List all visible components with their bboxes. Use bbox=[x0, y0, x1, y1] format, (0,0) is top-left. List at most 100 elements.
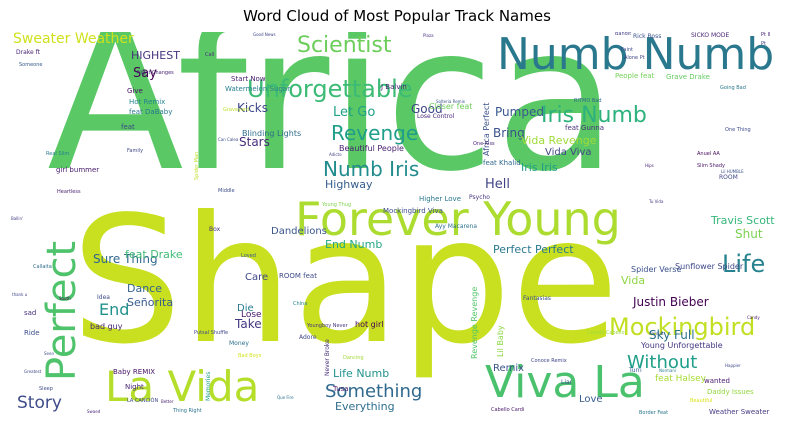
word-100: Slim Shady bbox=[697, 163, 725, 169]
word-109: Callaita bbox=[33, 264, 52, 270]
word-13: Revenge bbox=[331, 121, 419, 145]
word-66: Watermelon Sugar bbox=[225, 85, 291, 93]
word-79: Tusa bbox=[333, 385, 349, 393]
word-cloud: Africa Shape Forever Young Numb Numb Viva La… bbox=[9, 32, 785, 423]
word-158: Good News bbox=[253, 32, 276, 37]
word-9: Scientist bbox=[297, 33, 392, 58]
word-0: Africa bbox=[47, 32, 618, 216]
word-48: Die bbox=[237, 303, 254, 314]
word-70: Weather Sweater bbox=[709, 408, 770, 416]
word-108: Middle bbox=[218, 188, 235, 194]
word-143: Bandit bbox=[615, 32, 632, 37]
word-55: Spider Verse bbox=[631, 265, 682, 274]
word-110: Bad Boys bbox=[238, 353, 262, 359]
word-101: One Kiss bbox=[473, 141, 495, 147]
word-24: Bring bbox=[493, 126, 525, 140]
word-89: Idea bbox=[97, 294, 110, 301]
word-104: Family bbox=[127, 148, 144, 154]
word-60: Ayy Macarena bbox=[435, 223, 478, 230]
word-56: Sunflower Spider bbox=[675, 262, 744, 271]
word-72: hot girl bbox=[355, 320, 384, 329]
word-80: girl bummer bbox=[56, 166, 100, 174]
word-51: Beautiful People bbox=[339, 144, 404, 153]
word-28: Travis Scott bbox=[711, 214, 775, 227]
word-25: Justin Bieber bbox=[633, 295, 709, 309]
word-83: Drake ft bbox=[16, 49, 40, 56]
word-97: Lose Control bbox=[417, 113, 455, 120]
word-98: ROOM bbox=[719, 174, 738, 181]
word-73: ROOM feat bbox=[279, 272, 317, 280]
word-77: Baby REMIX bbox=[113, 368, 156, 376]
word-132: Young Thug bbox=[322, 202, 352, 208]
word-40: Señorita bbox=[127, 296, 174, 309]
word-117: Thing Right bbox=[173, 408, 202, 414]
word-126: Pt II bbox=[761, 32, 771, 38]
word-5: La Vida bbox=[105, 362, 260, 411]
word-7: Unforgettable bbox=[247, 75, 413, 103]
word-84: feat bbox=[121, 123, 135, 131]
word-85: J Balvin bbox=[381, 83, 407, 91]
word-114: Camila Cabello bbox=[587, 330, 625, 336]
word-32: Stars bbox=[239, 135, 270, 149]
word-146: Greatest bbox=[24, 369, 42, 374]
word-34: Say bbox=[133, 66, 157, 81]
word-130: One Thing bbox=[725, 127, 751, 133]
word-64: Hot Remix bbox=[129, 98, 166, 106]
word-63: Start Now bbox=[231, 75, 266, 83]
word-149: Normani bbox=[659, 368, 677, 373]
word-29: Take bbox=[235, 317, 262, 331]
word-122: Alone Pt bbox=[624, 55, 645, 61]
word-3: Numb Numb bbox=[497, 32, 775, 80]
word-22: Good bbox=[411, 102, 443, 116]
word-128: Pt bbox=[761, 41, 766, 47]
word-129: wanted bbox=[704, 377, 730, 385]
word-57: Young Unforgettable bbox=[641, 341, 723, 350]
word-106: Box bbox=[209, 226, 221, 233]
word-123: Graveyard bbox=[223, 107, 250, 113]
word-145: Que Fire bbox=[277, 395, 294, 400]
word-82: Ride bbox=[24, 329, 40, 337]
word-26: Sky Full bbox=[649, 328, 695, 342]
word-157: Plaza bbox=[423, 33, 434, 38]
word-141: Solteria Remix bbox=[436, 99, 466, 104]
word-11: Life bbox=[722, 250, 766, 278]
word-90: sad bbox=[24, 309, 37, 317]
word-151: Cardi B bbox=[649, 331, 664, 336]
word-43: Highway bbox=[325, 178, 373, 191]
word-45: Life Numb bbox=[333, 367, 390, 380]
word-154: Seen bbox=[44, 351, 54, 356]
word-115: Cabello Cardi bbox=[491, 407, 525, 413]
word-139: Can Calea bbox=[218, 137, 239, 142]
word-140: Adicto bbox=[329, 152, 342, 157]
word-65: feat DaBaby bbox=[129, 108, 173, 116]
word-58: Mockingbird Viva bbox=[383, 207, 443, 215]
word-119: Spider Man bbox=[194, 151, 200, 180]
word-153: South bbox=[59, 296, 71, 301]
word-30: End Numb bbox=[325, 238, 383, 251]
word-17: End bbox=[99, 300, 130, 319]
word-14: Something bbox=[325, 381, 423, 402]
word-62: feat Gunna bbox=[565, 124, 605, 132]
word-23: Pumped bbox=[495, 105, 544, 119]
word-76: Africa Perfect bbox=[482, 102, 491, 156]
word-21: Let Go bbox=[333, 105, 376, 120]
word-144: Tu Vida bbox=[649, 199, 664, 204]
word-131: Lil HUMBLE bbox=[721, 169, 744, 174]
word-120: Night Changes bbox=[137, 70, 174, 76]
word-124: Going Bad bbox=[720, 85, 746, 91]
word-37: Vida Revenge bbox=[521, 134, 597, 147]
word-102: RITMO Bad bbox=[574, 98, 602, 104]
word-36: Iris Iris bbox=[521, 161, 558, 174]
word-42: Dandelions bbox=[271, 226, 327, 237]
word-95: Fantasias bbox=[523, 295, 552, 302]
word-52: Blinding Lights bbox=[242, 129, 302, 138]
word-41: feat Drake bbox=[125, 248, 183, 261]
word-92: Turn bbox=[629, 367, 642, 374]
word-78: Night bbox=[125, 383, 144, 391]
word-44: Everything bbox=[335, 400, 395, 413]
word-71: bad guy bbox=[90, 322, 123, 331]
word-15: Without bbox=[627, 352, 698, 373]
word-27: Shut bbox=[735, 227, 763, 241]
word-35: HIGHEST bbox=[131, 49, 180, 62]
word-75: Revenge Revenge bbox=[470, 286, 479, 359]
